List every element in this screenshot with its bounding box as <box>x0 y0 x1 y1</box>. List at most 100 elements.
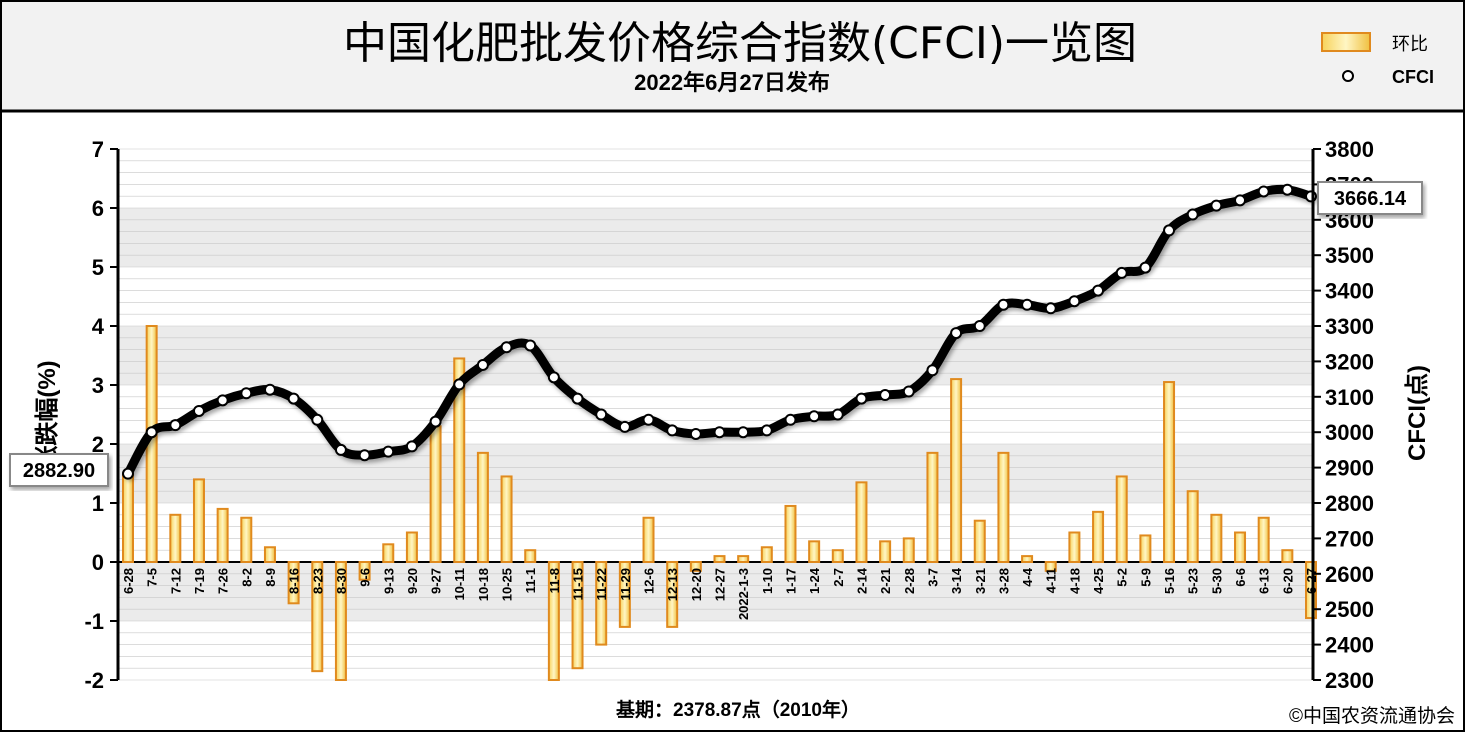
bar-2-21 <box>879 540 892 563</box>
cfci-point-9-13 <box>382 445 395 458</box>
cfci-point-8-2 <box>240 387 253 400</box>
y-right-tick-label: 3100 <box>1325 385 1374 410</box>
cfci-point-12-27 <box>713 426 726 439</box>
x-tick-label: 9-6 <box>358 568 373 587</box>
cfci-point-11-8 <box>547 371 560 384</box>
x-tick-label: 6-13 <box>1257 568 1272 594</box>
x-tick-label: 5-16 <box>1162 568 1177 594</box>
x-tick-label: 4-4 <box>1020 567 1035 587</box>
bar-8-30 <box>334 561 347 681</box>
cfci-point-11-29 <box>618 420 631 433</box>
y-right-tick-label: 3800 <box>1325 137 1374 162</box>
cfci-point-11-15 <box>571 392 584 405</box>
cfci-point-3-28 <box>997 298 1010 311</box>
x-tick-label: 8-16 <box>287 568 302 594</box>
legend: 环比 CFCI <box>1321 32 1434 87</box>
bar-11-1 <box>524 549 537 564</box>
first-value-text: 2882.90 <box>23 460 95 482</box>
bar-5-23 <box>1186 490 1199 564</box>
bar-series <box>122 325 1317 681</box>
cfci-point-8-9 <box>263 383 276 396</box>
y-right-tick-label: 3400 <box>1325 279 1374 304</box>
x-tick-label: 5-23 <box>1186 568 1201 594</box>
cfci-point-4-4 <box>1021 298 1034 311</box>
bar-6-6 <box>1234 531 1247 563</box>
x-tick-label: 11-22 <box>594 568 609 601</box>
bar-4-4 <box>1021 555 1034 563</box>
x-tick-label: 12-6 <box>642 568 657 594</box>
base-period-note: 基期：2378.87点（2010年） <box>615 698 860 721</box>
y-right-tick-label: 2900 <box>1325 456 1374 481</box>
y-right-tick-label: 3000 <box>1325 420 1374 445</box>
x-tick-label: 8-2 <box>239 568 254 587</box>
y-right-tick-label: 2300 <box>1325 668 1374 693</box>
cfci-point-2-21 <box>879 389 892 402</box>
bar-7-12 <box>169 513 182 563</box>
y-left-tick-label: 0 <box>92 550 104 575</box>
bar-1-17 <box>784 504 797 564</box>
bar-12-20 <box>689 561 702 572</box>
cfci-point-4-11 <box>1044 302 1057 315</box>
cfci-point-6-6 <box>1234 194 1247 207</box>
cfci-point-7-19 <box>192 404 205 417</box>
header-band <box>2 2 1463 110</box>
cfci-point-7-12 <box>169 419 182 432</box>
y-axis-left-label: 涨跌幅(%) <box>34 360 61 469</box>
first-value-callout: 2882.90 <box>9 453 109 487</box>
cfci-point-4-25 <box>1092 284 1105 297</box>
legend-line-label: CFCI <box>1392 67 1434 87</box>
x-tick-label: 11-15 <box>571 568 586 601</box>
x-tick-label: 1-10 <box>760 568 775 594</box>
plot-band <box>118 149 1313 208</box>
y-left-tick-label: -2 <box>84 668 104 693</box>
cfci-point-12-13 <box>666 424 679 437</box>
bar-1-10 <box>760 546 773 563</box>
cfci-point-1-10 <box>760 424 773 437</box>
x-tick-label: 3-21 <box>973 568 988 594</box>
cfci-point-8-16 <box>287 392 300 405</box>
cfci-point-10-18 <box>476 358 489 371</box>
y-left-tick-label: 4 <box>92 314 105 339</box>
x-tick-label: 2-7 <box>831 568 846 587</box>
cfci-point-9-27 <box>429 415 442 428</box>
x-tick-label: 2022-1-3 <box>736 568 751 620</box>
cfci-point-6-13 <box>1257 185 1270 198</box>
x-tick-label: 7-19 <box>192 568 207 594</box>
cfci-point-5-16 <box>1163 224 1176 237</box>
x-tick-label: 10-18 <box>476 568 491 601</box>
bar-1-24 <box>808 540 821 563</box>
x-tick-label: 11-29 <box>618 568 633 601</box>
x-tick-label: 2-21 <box>878 568 893 594</box>
y-right-tick-label: 2800 <box>1325 491 1374 516</box>
cfci-point-10-25 <box>500 341 513 354</box>
x-tick-label: 3-14 <box>949 567 964 594</box>
bar-8-16 <box>287 561 300 605</box>
copyright-note: ©中国农资流通协会 <box>1289 705 1455 727</box>
y-left-tick-label: -1 <box>84 609 104 634</box>
last-value-text: 3666.14 <box>1334 188 1407 210</box>
bar-11-29 <box>618 561 631 628</box>
bar-8-2 <box>240 516 253 563</box>
x-tick-label: 4-18 <box>1067 568 1082 594</box>
y-left-tick-label: 3 <box>92 373 104 398</box>
x-tick-label: 12-13 <box>665 568 680 601</box>
bar-5-2 <box>1115 475 1128 564</box>
bar-3-14 <box>950 378 963 563</box>
cfci-point-3-7 <box>926 364 939 377</box>
bar-3-7 <box>926 451 939 564</box>
bar-12-6 <box>642 516 655 563</box>
bar-9-27 <box>429 425 442 563</box>
y-right-tick-label: 2700 <box>1325 526 1374 551</box>
x-tick-label: 11-8 <box>547 568 562 593</box>
x-tick-label: 5-30 <box>1209 568 1224 594</box>
x-tick-label: 2-28 <box>902 568 917 594</box>
bar-10-18 <box>476 451 489 564</box>
cfci-point-3-21 <box>973 320 986 332</box>
y-left-tick-label: 1 <box>92 491 104 516</box>
cfci-point-4-18 <box>1068 295 1081 308</box>
x-tick-label: 12-20 <box>689 568 704 601</box>
x-tick-label: 3-7 <box>925 568 940 587</box>
bar-11-22 <box>595 561 608 646</box>
bar-8-23 <box>311 561 324 673</box>
cfci-point-7-5 <box>145 426 158 439</box>
